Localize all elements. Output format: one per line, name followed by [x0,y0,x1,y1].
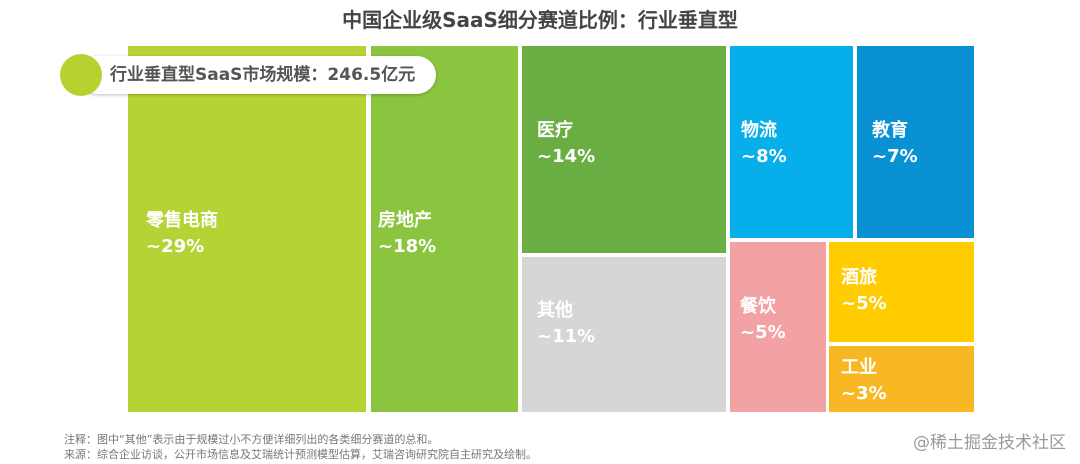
segment-name: 医疗 [537,120,573,141]
segment-percentage: ~14% [537,146,596,167]
segment-percentage: ~5% [740,322,786,343]
segment-name: 工业 [841,357,877,378]
badge-dot-icon [60,54,102,96]
note-line: 注释：图中“其他”表示由于规模过小不方便详细列出的各类细分赛道的总和。 [64,433,439,446]
segment-label: 其他 ~11% [537,298,595,350]
segment-label: 酒旅 ~5% [841,265,887,317]
badge-pill [78,56,436,94]
segment-label: 工业 ~3% [841,355,887,407]
market-size-badge: 行业垂直型SaaS市场规模：246.5亿元 [60,54,436,96]
chart-title: 中国企业级SaaS细分赛道比例：行业垂直型 [342,8,738,32]
segment-name: 其他 [537,300,573,321]
segment-name: 教育 [872,120,908,141]
watermark: @稀土掘金技术社区 [913,433,1066,453]
segment-name: 物流 [741,120,777,141]
treemap-cell-1 [128,46,366,412]
footnotes: 注释：图中“其他”表示由于规模过小不方便详细列出的各类细分赛道的总和。 来源：综… [64,432,537,462]
segment-percentage: ~3% [841,383,887,404]
segment-percentage: ~8% [741,146,787,167]
treemap-cell-9 [829,346,974,412]
source-line: 来源：综合企业访谈，公开市场信息及艾瑞统计预测模型估算，艾瑞咨询研究院自主研究及… [64,448,537,461]
segment-label: 零售电商 ~29% [146,208,218,260]
treemap-cell-4 [522,257,726,412]
treemap-cell-3 [522,46,726,253]
segment-label: 房地产 ~18% [378,208,436,260]
segment-percentage: ~29% [146,236,205,257]
treemap-cell-6 [857,46,974,238]
segment-label: 物流 ~8% [741,118,787,170]
segment-percentage: ~18% [378,236,437,257]
segment-label: 医疗 ~14% [537,118,595,170]
treemap-cell-8 [829,242,974,342]
treemap-cell-7 [730,242,826,412]
segment-name: 酒旅 [841,267,877,288]
segment-label: 餐饮 ~5% [740,294,786,346]
segment-name: 餐饮 [740,296,776,317]
treemap-cell-2 [371,46,518,412]
segment-name: 房地产 [378,210,432,231]
segment-percentage: ~7% [872,146,918,167]
segment-percentage: ~11% [537,326,596,347]
treemap-cell-5 [730,46,853,238]
segment-name: 零售电商 [146,210,218,231]
segment-label: 教育 ~7% [872,118,918,170]
segment-percentage: ~5% [841,293,887,314]
badge-text: 行业垂直型SaaS市场规模：246.5亿元 [110,65,416,85]
